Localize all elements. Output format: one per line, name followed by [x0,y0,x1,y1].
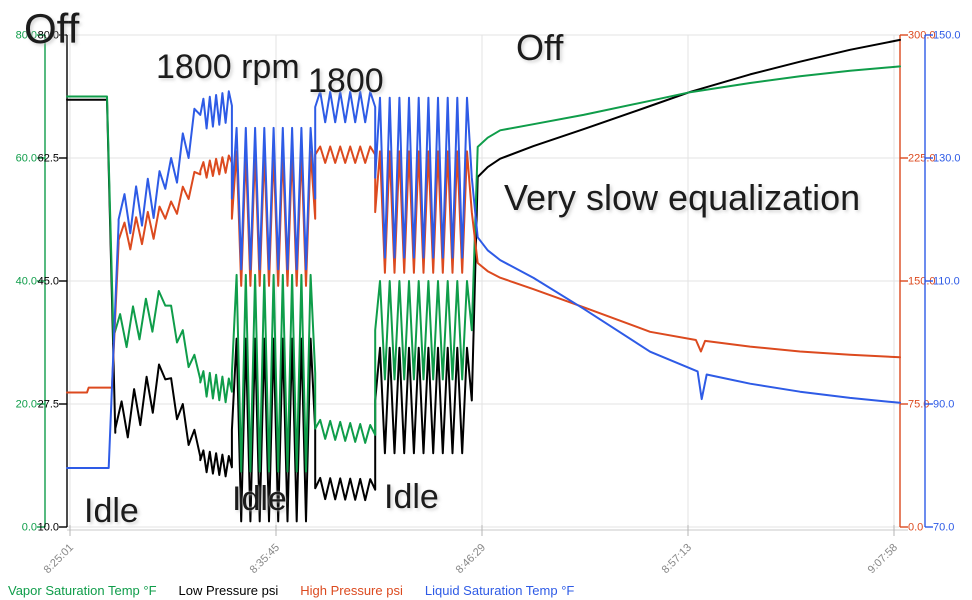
svg-text:75.0: 75.0 [908,399,929,411]
legend-vapor-saturation-temp: Vapor Saturation Temp °F [8,583,157,598]
svg-text:80.0: 80.0 [38,30,59,42]
svg-text:300.0: 300.0 [908,30,936,42]
svg-text:150.0: 150.0 [933,30,961,42]
annotation-off-1: Off [24,5,80,52]
svg-text:225.0: 225.0 [908,153,936,165]
svg-text:20.0: 20.0 [16,399,37,411]
svg-text:0.0: 0.0 [22,522,37,534]
svg-text:8:46:29: 8:46:29 [454,542,488,576]
svg-text:27.5: 27.5 [38,399,59,411]
svg-text:150.0: 150.0 [908,276,936,288]
svg-text:0.0: 0.0 [908,522,923,534]
svg-text:8:25:01: 8:25:01 [42,542,76,576]
annotation-1800-rpm: 1800 rpm [156,48,300,86]
annotation-idle-2: Idle [232,480,287,518]
svg-text:110.0: 110.0 [933,276,960,288]
svg-text:90.0: 90.0 [933,399,954,411]
annotation-very-slow-equalization: Very slow equalization [504,177,861,218]
svg-text:10.0: 10.0 [38,522,59,534]
svg-text:9:07:58: 9:07:58 [866,542,900,576]
svg-text:8:57:13: 8:57:13 [660,542,694,576]
svg-text:130.0: 130.0 [933,153,961,165]
legend-low-pressure: Low Pressure psi [178,583,279,598]
annotation-idle-1: Idle [84,492,139,530]
svg-text:45.0: 45.0 [38,276,59,288]
annotation-off-2: Off [516,27,564,68]
svg-text:62.5: 62.5 [38,153,59,165]
svg-text:40.0: 40.0 [16,276,37,288]
annotation-1800: 1800 [308,62,384,100]
chart-legend: Vapor Saturation Temp °F Low Pressure ps… [8,583,574,598]
annotation-idle-3: Idle [384,478,439,516]
svg-text:8:35:45: 8:35:45 [248,542,282,576]
legend-high-pressure: High Pressure psi [300,583,403,598]
svg-text:70.0: 70.0 [933,522,954,534]
svg-text:60.0: 60.0 [16,153,37,165]
legend-liquid-saturation-temp: Liquid Saturation Temp °F [424,583,575,598]
svg-text:80.0: 80.0 [16,30,37,42]
